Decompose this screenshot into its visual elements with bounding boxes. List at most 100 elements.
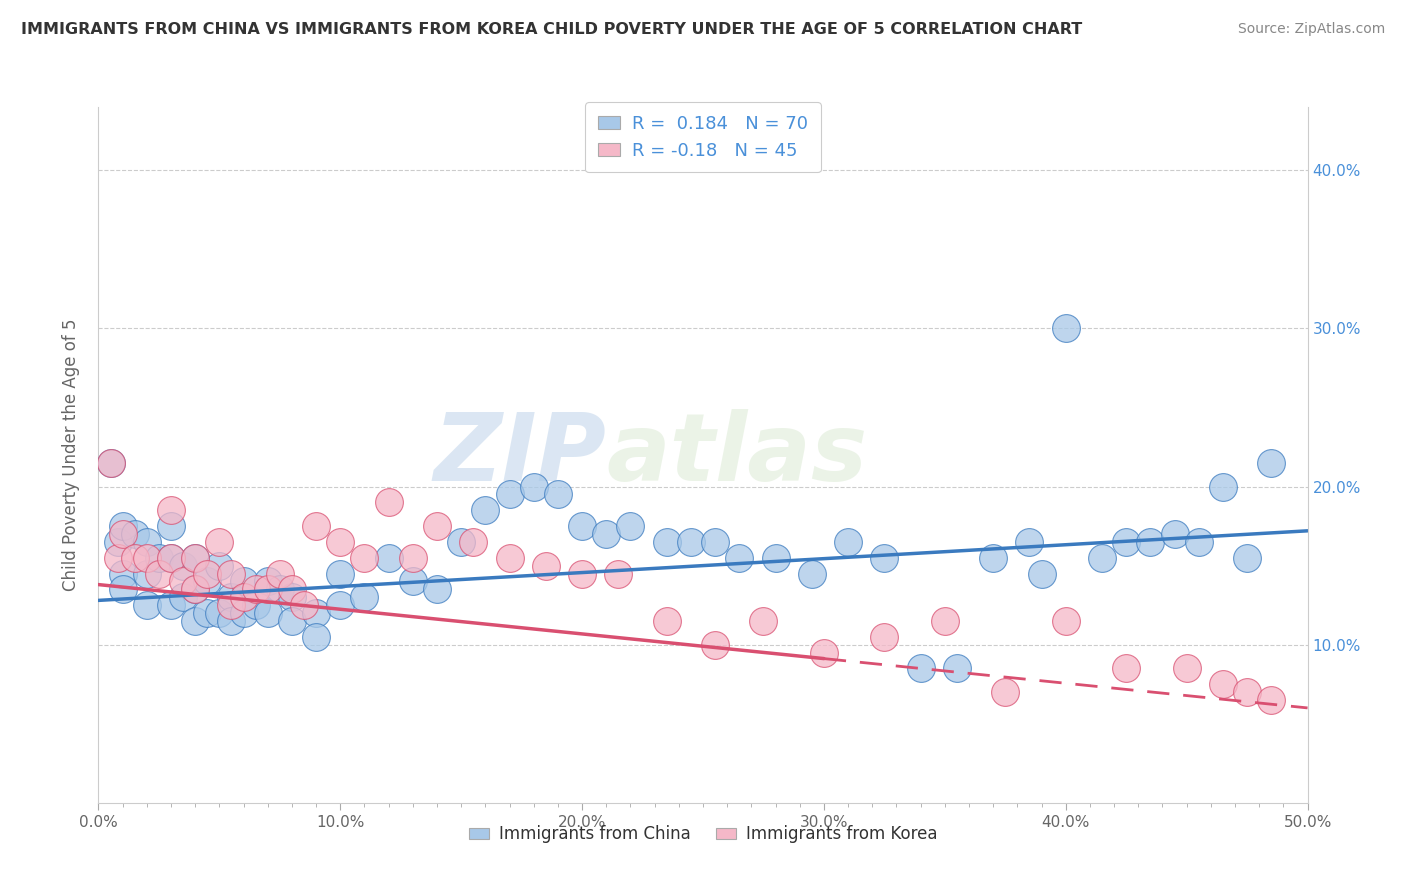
Point (837, 534, 859, 549)
Point (607, 566, 630, 581)
Point (208, 606, 231, 620)
Point (195, 566, 218, 581)
Point (873, 550, 896, 565)
Point (523, 479, 546, 493)
Point (184, 550, 207, 565)
Point (571, 519, 593, 533)
Point (111, 566, 134, 581)
Point (281, 582, 304, 597)
Text: IMMIGRANTS FROM CHINA VS IMMIGRANTS FROM KOREA CHILD POVERTY UNDER THE AGE OF 5 : IMMIGRANTS FROM CHINA VS IMMIGRANTS FROM… (21, 22, 1083, 37)
Point (426, 519, 449, 533)
Point (910, 661, 932, 675)
Point (402, 574, 425, 589)
Point (1054, 614, 1077, 628)
Point (934, 614, 956, 628)
Point (704, 638, 727, 652)
Point (281, 614, 304, 628)
Point (172, 591, 194, 605)
Point (269, 566, 291, 581)
Point (752, 614, 775, 628)
Point (353, 591, 375, 605)
Point (1139, 534, 1161, 549)
Point (148, 566, 170, 581)
Point (1031, 566, 1053, 581)
Point (595, 527, 617, 541)
Point (426, 582, 449, 597)
Point (353, 550, 375, 565)
Point (221, 566, 243, 581)
Point (245, 582, 267, 597)
Point (107, 550, 129, 565)
Point (184, 614, 207, 628)
Point (547, 487, 569, 501)
Point (100, 456, 122, 470)
Point (281, 591, 304, 605)
Point (1260, 456, 1282, 470)
Point (232, 606, 254, 620)
Point (619, 519, 641, 533)
Point (1236, 550, 1258, 565)
Y-axis label: Child Poverty Under the Age of 5: Child Poverty Under the Age of 5 (62, 318, 80, 591)
Point (184, 582, 207, 597)
Point (135, 534, 157, 549)
Point (498, 550, 520, 565)
Point (994, 685, 1017, 699)
Point (1018, 534, 1040, 549)
Point (208, 534, 231, 549)
Point (135, 550, 157, 565)
Point (148, 550, 170, 565)
Point (463, 534, 485, 549)
Point (329, 566, 352, 581)
Point (305, 519, 328, 533)
Point (1175, 661, 1198, 675)
Text: ZIP: ZIP (433, 409, 606, 501)
Point (124, 527, 146, 541)
Point (221, 598, 243, 612)
Point (221, 614, 243, 628)
Point (329, 534, 352, 549)
Point (160, 503, 183, 517)
Point (1115, 661, 1137, 675)
Point (1212, 479, 1234, 493)
Point (172, 574, 194, 589)
Point (124, 550, 146, 565)
Point (1163, 527, 1185, 541)
Point (160, 598, 183, 612)
Point (679, 534, 702, 549)
Point (135, 566, 157, 581)
Point (728, 550, 751, 565)
Point (184, 550, 207, 565)
Point (256, 582, 278, 597)
Point (402, 550, 425, 565)
Point (184, 582, 207, 597)
Point (534, 558, 557, 573)
Point (655, 614, 678, 628)
Point (256, 606, 278, 620)
Point (208, 558, 231, 573)
Point (1091, 550, 1114, 565)
Point (1260, 693, 1282, 707)
Point (160, 550, 183, 565)
Point (377, 550, 399, 565)
Point (256, 574, 278, 589)
Point (498, 487, 520, 501)
Point (107, 534, 129, 549)
Point (111, 519, 134, 533)
Point (195, 574, 218, 589)
Point (111, 527, 134, 541)
Point (981, 550, 1004, 565)
Point (232, 591, 254, 605)
Point (450, 534, 472, 549)
Text: Source: ZipAtlas.com: Source: ZipAtlas.com (1237, 22, 1385, 37)
Point (221, 591, 243, 605)
Point (946, 661, 969, 675)
Legend: Immigrants from China, Immigrants from Korea: Immigrants from China, Immigrants from K… (463, 819, 943, 850)
Point (269, 582, 291, 597)
Point (305, 606, 328, 620)
Point (232, 574, 254, 589)
Point (474, 503, 496, 517)
Point (571, 566, 593, 581)
Point (111, 582, 134, 597)
Point (195, 606, 218, 620)
Point (800, 566, 823, 581)
